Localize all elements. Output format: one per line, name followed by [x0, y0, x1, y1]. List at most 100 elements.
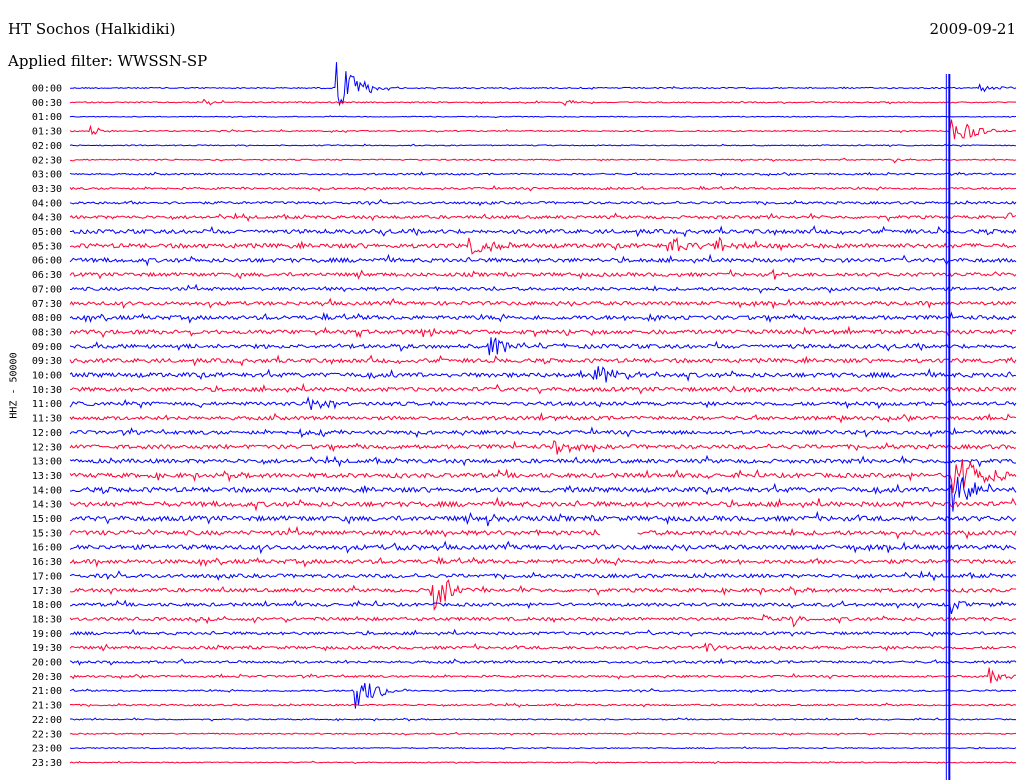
trace-line [69, 760, 1017, 765]
time-tick-label: 19:30 [32, 643, 62, 654]
time-tick-label: 17:00 [32, 571, 62, 582]
trace-line [69, 337, 1017, 356]
time-tick-label: 09:00 [32, 342, 62, 353]
time-tick-label: 01:30 [32, 127, 62, 138]
trace-line [69, 746, 1017, 750]
time-tick-label: 16:00 [32, 543, 62, 554]
trace-line [69, 212, 1017, 222]
time-tick-label: 18:00 [32, 600, 62, 611]
trace-line [69, 496, 1017, 512]
trace-line [69, 157, 1017, 164]
trace-line [69, 325, 1017, 339]
trace-line [69, 642, 1017, 652]
trace-line [69, 525, 1017, 540]
time-tick-label: 06:30 [32, 270, 62, 281]
date-label: 2009-09-21 [929, 20, 1016, 38]
time-tick-label: 05:30 [32, 241, 62, 252]
time-tick-label: 15:00 [32, 514, 62, 525]
time-tick-label: 06:00 [32, 256, 62, 267]
time-tick-label: 05:00 [32, 227, 62, 238]
trace-line [69, 184, 1017, 192]
trace-line [69, 115, 1017, 119]
time-tick-label: 11:30 [32, 414, 62, 425]
time-tick-label: 08:00 [32, 313, 62, 324]
trace-line [69, 426, 1017, 439]
time-tick-label: 08:30 [32, 327, 62, 338]
trace-line [69, 366, 1017, 383]
time-tick-label: 14:00 [32, 485, 62, 496]
trace-line [69, 458, 1017, 494]
time-tick-label: 13:00 [32, 457, 62, 468]
station-title: HT Sochos (Halkidiki) [8, 20, 176, 38]
trace-line [69, 454, 1017, 468]
trace-line [69, 411, 1017, 424]
time-tick-label: 07:00 [32, 284, 62, 295]
time-tick-label: 03:00 [32, 170, 62, 181]
trace-line [69, 396, 1017, 411]
trace-line [69, 171, 1017, 177]
time-tick-label: 21:30 [32, 701, 62, 712]
time-tick-label: 12:30 [32, 442, 62, 453]
trace-line [69, 198, 1017, 207]
time-tick-label: 20:00 [32, 658, 62, 669]
time-tick-label: 15:30 [32, 528, 62, 539]
trace-line [69, 439, 1017, 455]
time-tick-label: 23:30 [32, 758, 62, 769]
time-tick-label: 22:30 [32, 729, 62, 740]
time-tick-label: 01:00 [32, 112, 62, 123]
time-tick-label: 04:00 [32, 198, 62, 209]
trace-line [69, 682, 1017, 709]
time-tick-label: 22:00 [32, 715, 62, 726]
trace-line [69, 657, 1017, 666]
time-tick-label: 02:00 [32, 141, 62, 152]
trace-line [69, 98, 1017, 107]
trace-line [69, 225, 1017, 238]
time-tick-label: 00:30 [32, 98, 62, 109]
time-tick-label: 00:00 [32, 84, 62, 95]
time-tick-label: 02:30 [32, 155, 62, 166]
time-tick-label: 04:30 [32, 213, 62, 224]
trace-line [69, 297, 1017, 310]
time-tick-label: 09:30 [32, 356, 62, 367]
trace-line [69, 579, 1017, 611]
trace-line [69, 628, 1017, 637]
trace-line [69, 510, 1017, 527]
trace-line [69, 717, 1017, 722]
trace-line [69, 311, 1017, 324]
trace-line [69, 667, 1016, 684]
trace-line [69, 354, 1017, 367]
trace-line [69, 555, 1017, 568]
time-tick-label: 16:30 [32, 557, 62, 568]
time-tick-label: 18:30 [32, 614, 62, 625]
time-tick-label: 13:30 [32, 471, 62, 482]
time-tick-label: 14:30 [32, 500, 62, 511]
trace-line [69, 143, 1017, 148]
time-tick-label: 19:00 [32, 629, 62, 640]
time-tick-label: 11:00 [32, 399, 62, 410]
trace-line [69, 599, 1017, 614]
trace-line [69, 702, 1017, 708]
filter-label: Applied filter: WWSSN-SP [8, 52, 208, 70]
trace-line [69, 540, 1017, 555]
time-tick-label: 21:00 [32, 686, 62, 697]
trace-line [69, 119, 1017, 140]
time-tick-label: 10:00 [32, 371, 62, 382]
time-tick-label: 03:30 [32, 184, 62, 195]
time-tick-label: 07:30 [32, 299, 62, 310]
time-tick-label: 12:00 [32, 428, 62, 439]
trace-line [69, 236, 1017, 255]
trace-line [69, 613, 1017, 628]
time-tick-label: 20:30 [32, 672, 62, 683]
time-tick-label: 10:30 [32, 385, 62, 396]
time-tick-label: 23:00 [32, 744, 62, 755]
trace-line [70, 62, 1017, 107]
trace-line [69, 382, 1017, 395]
trace-line [69, 570, 1017, 582]
time-tick-label: 17:30 [32, 586, 62, 597]
trace-line [70, 476, 1017, 512]
trace-line [69, 283, 1017, 294]
trace-line [69, 731, 1017, 736]
trace-line [69, 253, 1017, 267]
trace-line [69, 268, 1017, 280]
